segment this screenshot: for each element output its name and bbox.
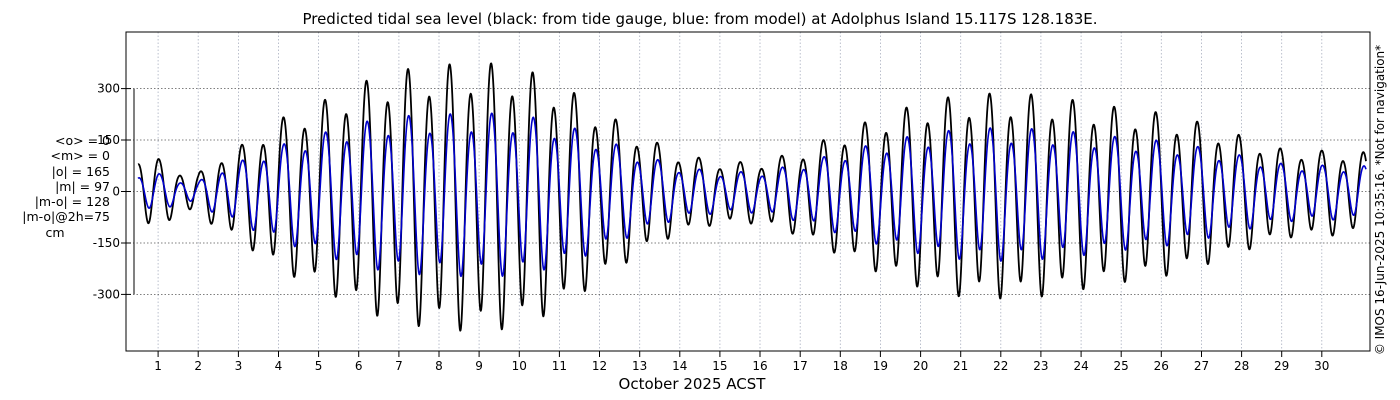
y-tick-label: 0 bbox=[112, 185, 120, 199]
chart-title: Predicted tidal sea level (black: from t… bbox=[302, 10, 1098, 28]
x-tick-label: 19 bbox=[873, 359, 888, 373]
stats-panel: <o> = 0 <m> = 0 |o| = 165 |m| = 97 |m-o|… bbox=[0, 133, 110, 240]
x-tick-label: 14 bbox=[672, 359, 687, 373]
x-tick-label: 30 bbox=[1314, 359, 1329, 373]
x-tick-label: 15 bbox=[712, 359, 727, 373]
x-tick-label: 2 bbox=[194, 359, 202, 373]
x-tick-label: 23 bbox=[1033, 359, 1048, 373]
x-tick-label: 29 bbox=[1274, 359, 1289, 373]
x-tick-label: 5 bbox=[315, 359, 323, 373]
x-tick-label: 21 bbox=[953, 359, 968, 373]
x-tick-label: 13 bbox=[632, 359, 647, 373]
stat-abs-model: |m| = 97 bbox=[55, 178, 110, 194]
axes: 1 2 3 4 5 6 7 8 9 10 11 12 13 14 15 16 17 18 19 20 21 22 23 24 2… bbox=[93, 82, 1330, 373]
x-tick-label: 12 bbox=[592, 359, 607, 373]
x-tick-label: 9 bbox=[475, 359, 483, 373]
x-tick-label: 27 bbox=[1194, 359, 1209, 373]
x-tick-label: 20 bbox=[913, 359, 928, 373]
x-tick-label: 3 bbox=[235, 359, 243, 373]
model-tide-line bbox=[137, 112, 1367, 278]
y-tick-label: 300 bbox=[97, 82, 120, 96]
y-tick-label: 150 bbox=[97, 133, 120, 147]
observed-tide-line bbox=[137, 62, 1367, 332]
x-tick-label: 26 bbox=[1154, 359, 1169, 373]
x-tick-label: 28 bbox=[1234, 359, 1249, 373]
x-tick-label: 10 bbox=[512, 359, 527, 373]
x-tick-label: 22 bbox=[993, 359, 1008, 373]
grid-lines bbox=[126, 32, 1370, 351]
stat-unit: cm bbox=[45, 224, 65, 240]
x-tick-label: 11 bbox=[552, 359, 567, 373]
stat-abs-diff: |m-o| = 128 bbox=[34, 194, 110, 210]
x-axis-label: October 2025 ACST bbox=[619, 375, 767, 393]
stat-abs-diff-2h: |m-o|@2h=75 bbox=[22, 209, 110, 225]
x-tick-label: 4 bbox=[275, 359, 283, 373]
x-tick-label: 6 bbox=[355, 359, 363, 373]
series-layer bbox=[137, 62, 1367, 332]
x-tick-label: 16 bbox=[752, 359, 767, 373]
stat-abs-obs: |o| = 165 bbox=[51, 163, 110, 179]
x-tick-label: 8 bbox=[435, 359, 443, 373]
x-tick-label: 1 bbox=[154, 359, 162, 373]
y-tick-label: -300 bbox=[93, 287, 120, 301]
x-tick-label: 18 bbox=[833, 359, 848, 373]
x-tick-label: 7 bbox=[395, 359, 403, 373]
x-tick-label: 25 bbox=[1114, 359, 1129, 373]
x-tick-label: 17 bbox=[793, 359, 808, 373]
stat-mean-model: <m> = 0 bbox=[50, 148, 111, 164]
x-tick-label: 24 bbox=[1073, 359, 1088, 373]
y-tick-label: -150 bbox=[93, 236, 120, 250]
stat-mean-obs: <o> = 0 bbox=[55, 133, 110, 148]
